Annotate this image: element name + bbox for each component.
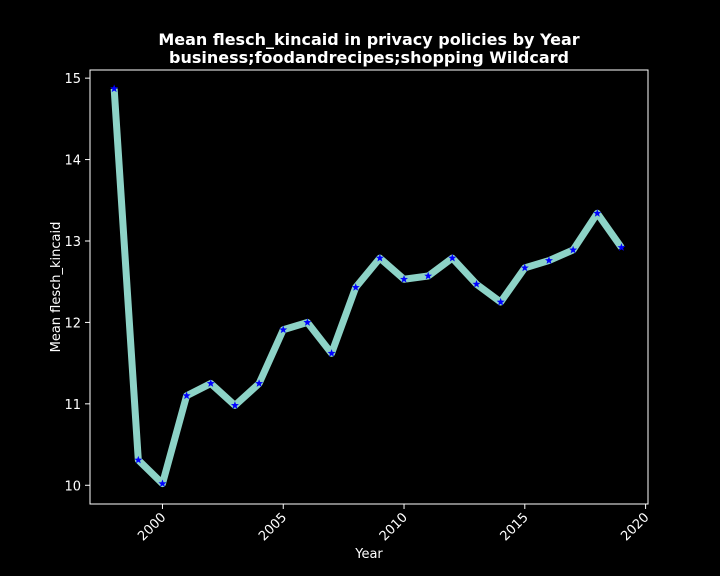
data-point-star [303, 318, 312, 326]
series-line [110, 88, 625, 488]
data-point-star [375, 253, 384, 262]
data-point-star [472, 279, 481, 288]
data-point-star [255, 379, 264, 387]
data-point-star [424, 271, 433, 280]
data-point-star [569, 245, 578, 254]
data-point-star [496, 297, 505, 306]
data-point-star [520, 263, 529, 272]
y-tick-label: 13 [64, 235, 81, 250]
data-point-star [279, 325, 288, 334]
data-point-star [327, 349, 336, 357]
chart-title: Mean flesch_kincaid in privacy policies … [158, 30, 579, 49]
chart-subtitle: business;foodandrecipes;shopping Wildcar… [169, 48, 569, 67]
data-point-star [617, 243, 626, 251]
data-point-star [110, 84, 119, 93]
y-tick-label: 15 [64, 72, 81, 87]
y-tick-label: 12 [64, 316, 81, 331]
data-point-star [206, 379, 215, 387]
x-axis-label: Year [354, 547, 383, 562]
data-point-star [544, 256, 553, 264]
y-axis: 10 11 12 13 14 15 [64, 72, 90, 494]
data-point-star [400, 275, 409, 283]
y-axis-label: Mean flesch_kincaid [49, 222, 64, 353]
y-tick-label: 10 [64, 479, 81, 494]
data-point-star [351, 283, 360, 291]
data-point-star [134, 455, 143, 464]
data-point-star [448, 253, 457, 262]
plot-frame [89, 69, 649, 505]
data-point-star [182, 391, 191, 400]
data-point-star [158, 479, 167, 488]
y-tick-label: 14 [64, 154, 81, 169]
data-point-star [593, 209, 602, 217]
data-point-star [230, 401, 239, 409]
data-points [110, 84, 626, 488]
y-tick-label: 11 [64, 398, 81, 413]
